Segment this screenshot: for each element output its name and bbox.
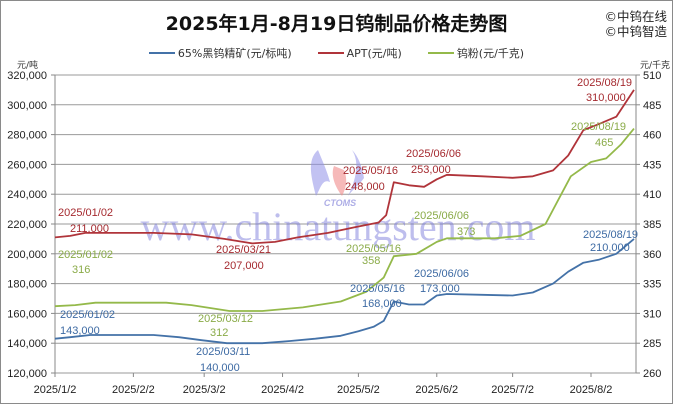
right-axis-label: 310 — [643, 308, 661, 320]
legend-swatch-green — [427, 52, 454, 54]
annotation-value: 310,000 — [586, 92, 626, 104]
annotation-date: 2025/01/02 — [58, 207, 113, 219]
annotation-value: 373 — [457, 226, 475, 238]
annotation-value: 465 — [595, 137, 613, 149]
x-axis-label: 2025/2/2 — [112, 384, 155, 396]
left-axis-label: 240,000 — [7, 189, 47, 201]
annotation-date: 2025/08/19 — [583, 229, 638, 241]
brand-label-2: ©中钨智造 — [604, 24, 667, 39]
chart-legend: 65%黑钨精矿(元/标吨) APT(元/吨) 钨粉(元/千克) — [0, 45, 673, 61]
x-axis-label: 2025/7/2 — [491, 384, 534, 396]
watermark-logo-text: CTOMS — [324, 198, 356, 208]
right-axis-label: 335 — [643, 279, 661, 291]
annotation-date: 2025/03/21 — [216, 244, 271, 256]
left-axis-label: 200,000 — [7, 249, 47, 261]
right-axis-label: 485 — [643, 100, 661, 112]
x-axis-label: 2025/6/2 — [415, 384, 458, 396]
legend-label: 钨粉(元/千克) — [456, 47, 525, 60]
legend-swatch-blue — [148, 52, 175, 54]
annotation-date: 2025/06/06 — [406, 148, 461, 160]
annotation-value: 168,000 — [362, 298, 402, 310]
series-line-1 — [54, 89, 635, 245]
chart-title: 2025年1月-8月19日钨制品价格走势图 — [165, 13, 508, 35]
right-axis-label: 435 — [643, 159, 661, 171]
x-axis-label: 2025/1/2 — [34, 384, 77, 396]
annotation-date: 2025/03/11 — [196, 346, 250, 358]
legend-item-apt: APT(元/吨) — [317, 45, 402, 61]
annotation-value: 358 — [362, 255, 380, 267]
right-axis-label: 385 — [643, 219, 661, 231]
watermark-text: www.chinatungsten.com — [140, 204, 535, 249]
watermark-logo-icon — [332, 166, 347, 196]
annotation-value: 210,000 — [590, 242, 630, 254]
right-axis-label: 285 — [643, 338, 661, 350]
annotation-date: 2025/08/19 — [577, 77, 632, 89]
annotation-date: 2025/01/02 — [58, 249, 113, 261]
right-axis-label: 510 — [643, 70, 661, 82]
left-axis-label: 140,000 — [7, 338, 47, 350]
right-axis-label: 360 — [643, 249, 661, 261]
legend-label: 65%黑钨精矿(元/标吨) — [177, 47, 292, 60]
left-axis-unit: 元/吨 — [17, 61, 39, 71]
brand-label-1: ©中钨在线 — [604, 9, 667, 24]
annotation-value: 248,000 — [345, 181, 385, 193]
annotation-value: 211,000 — [70, 223, 109, 235]
x-axis-label: 2025/4/2 — [261, 384, 304, 396]
series-line-0 — [54, 238, 635, 345]
annotation-date: 2025/03/12 — [198, 313, 253, 325]
legend-item-concentrate: 65%黑钨精矿(元/标吨) — [148, 45, 292, 61]
left-axis-label: 320,000 — [7, 70, 47, 82]
annotation-date: 2025/05/16 — [346, 243, 401, 255]
annotation-value: 312 — [210, 327, 228, 339]
x-axis-label: 2025/8/2 — [570, 384, 613, 396]
watermark-logo-icon — [310, 150, 330, 196]
right-axis-label: 410 — [643, 189, 661, 201]
annotation-value: 207,000 — [224, 260, 264, 272]
left-axis-label: 280,000 — [7, 130, 47, 142]
left-axis-label: 260,000 — [7, 159, 47, 171]
annotation-value: 143,000 — [60, 325, 100, 337]
series-line-2 — [54, 128, 635, 312]
annotation-date: 2025/06/06 — [414, 268, 469, 280]
right-axis-label: 460 — [643, 130, 661, 142]
watermark-logo-icon — [348, 150, 364, 196]
right-axis-label: 260 — [643, 368, 661, 380]
annotation-value: 140,000 — [200, 362, 240, 374]
left-axis-label: 300,000 — [7, 100, 47, 112]
legend-swatch-red — [317, 52, 344, 54]
legend-item-powder: 钨粉(元/千克) — [427, 45, 525, 61]
left-axis-label: 220,000 — [7, 219, 47, 231]
annotation-date: 2025/01/02 — [60, 309, 115, 321]
right-axis-unit: 元/千克 — [640, 61, 671, 71]
annotation-value: 253,000 — [411, 164, 451, 176]
annotation-date: 2025/05/16 — [350, 283, 405, 295]
legend-label: APT(元/吨) — [346, 47, 402, 60]
annotation-value: 173,000 — [420, 283, 460, 295]
left-axis-label: 160,000 — [7, 308, 47, 320]
annotation-date: 2025/08/19 — [571, 121, 626, 133]
left-axis-label: 180,000 — [7, 279, 47, 291]
annotation-value: 316 — [72, 264, 90, 276]
x-axis-label: 2025/5/2 — [337, 384, 380, 396]
annotation-date: 2025/05/16 — [343, 165, 398, 177]
x-axis-label: 2025/3/2 — [183, 384, 226, 396]
annotation-date: 2025/06/06 — [414, 210, 469, 222]
left-axis-label: 120,000 — [7, 368, 47, 380]
